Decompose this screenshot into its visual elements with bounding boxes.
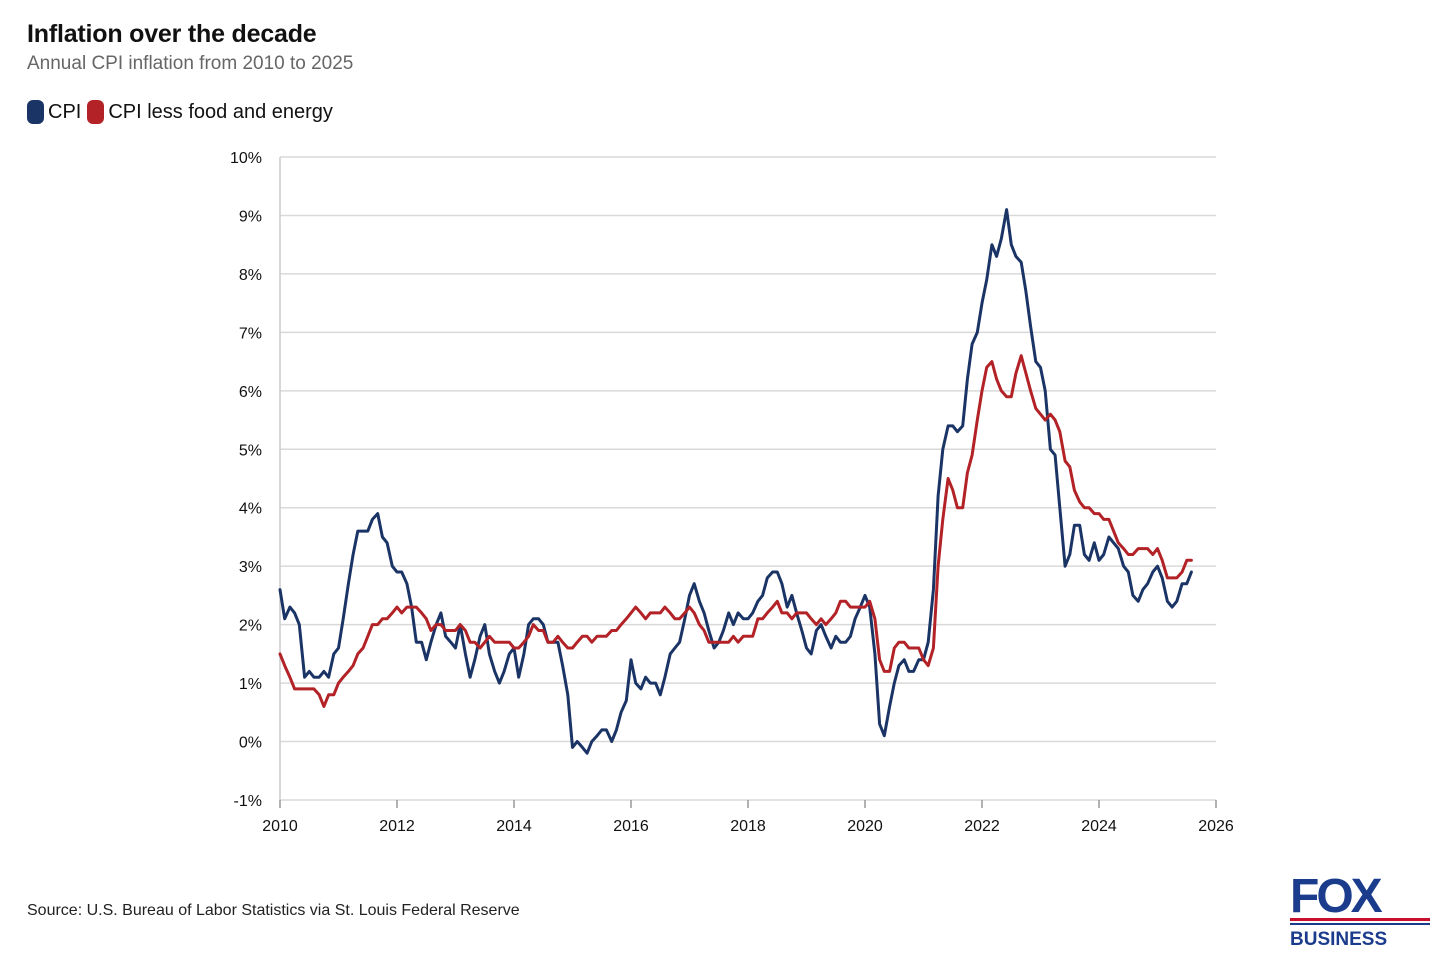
x-tick-label: 2020 (847, 818, 883, 835)
logo-stripe (1290, 918, 1430, 921)
legend: CPI CPI less food and energy (27, 100, 339, 124)
y-tick-label: 5% (239, 442, 262, 459)
y-tick-label: 0% (239, 735, 262, 752)
legend-item-cpi[interactable]: CPI (27, 100, 81, 124)
series-line-cpi (278, 208, 1193, 755)
x-tick-label: 2018 (730, 818, 766, 835)
y-tick-label: 10% (230, 150, 262, 167)
y-tick-label: 1% (239, 676, 262, 693)
y-tick-label: 8% (239, 267, 262, 284)
legend-item-core-cpi[interactable]: CPI less food and energy (87, 100, 333, 124)
source-note: Source: U.S. Bureau of Labor Statistics … (27, 902, 520, 919)
y-tick-label: 4% (239, 501, 262, 518)
logo-stripe-2 (1290, 923, 1430, 925)
x-tick-label: 2026 (1198, 818, 1234, 835)
y-tick-label: 6% (239, 384, 262, 401)
y-tick-label: 9% (239, 208, 262, 225)
logo-brand: FOX (1290, 870, 1383, 923)
x-tick-label: 2010 (262, 818, 298, 835)
fox-business-logo: FOX BUSINESS (1290, 870, 1430, 950)
chart-subtitle: Annual CPI inflation from 2010 to 2025 (27, 53, 354, 74)
legend-swatch-core-cpi (87, 100, 105, 124)
x-tick-label: 2016 (613, 818, 649, 835)
chart-title: Inflation over the decade (27, 20, 317, 48)
series-line-core-cpi (278, 354, 1193, 708)
legend-swatch-cpi (27, 100, 44, 124)
legend-label-core-cpi: CPI less food and energy (108, 100, 333, 123)
logo-tagline: BUSINESS (1290, 929, 1387, 950)
x-tick-label: 2014 (496, 818, 532, 835)
y-tick-label: 3% (239, 559, 262, 576)
y-tick-label: -1% (234, 793, 262, 810)
x-tick-label: 2012 (379, 818, 415, 835)
y-tick-label: 2% (239, 618, 262, 635)
x-tick-label: 2022 (964, 818, 1000, 835)
legend-label-cpi: CPI (48, 100, 82, 123)
x-tick-label: 2024 (1081, 818, 1117, 835)
y-tick-label: 7% (239, 325, 262, 342)
